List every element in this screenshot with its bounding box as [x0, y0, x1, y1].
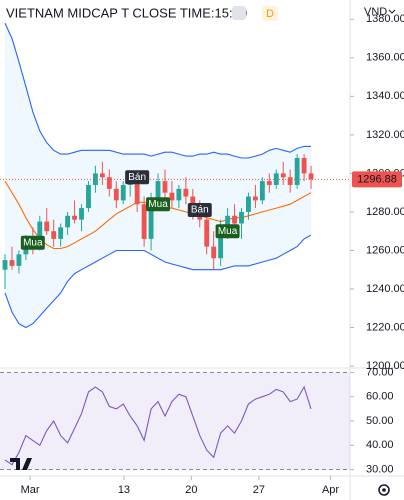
candle-body	[51, 231, 57, 239]
upper-band	[4, 22, 311, 159]
candle-body	[16, 254, 22, 266]
candle-body	[79, 208, 84, 220]
signal-label: Mua	[218, 226, 238, 237]
y-tick-label: 1380.00	[366, 13, 404, 25]
x-tick-label: 13	[118, 484, 130, 496]
candle-body	[183, 188, 189, 197]
x-tick-label: Apr	[322, 484, 339, 496]
candle-body	[204, 219, 210, 247]
candle-body	[232, 215, 237, 224]
candle-body	[86, 184, 91, 209]
y-tick-label: 1340.00	[366, 90, 404, 102]
signal-label: Mua	[23, 237, 43, 248]
signal-box	[125, 170, 150, 185]
interval-badge[interactable]	[262, 6, 278, 21]
candle-body	[148, 200, 154, 239]
candle-body	[44, 221, 50, 232]
candle-body	[252, 196, 258, 201]
plot: 1200.001220.001240.001260.001280.001300.…	[0, 13, 404, 496]
candle-body	[155, 181, 161, 201]
candle-body	[2, 260, 8, 270]
candle-body	[92, 173, 98, 185]
tv-logo	[10, 458, 32, 470]
lower-band	[4, 234, 312, 329]
candle-body	[218, 227, 224, 259]
signal-label: Bán	[128, 172, 146, 183]
rsi-background	[0, 372, 350, 470]
signal-label: Bán	[191, 205, 209, 216]
rsi-line	[4, 385, 312, 466]
candle-body	[225, 215, 231, 228]
last-price-box	[352, 171, 402, 188]
candle-body	[37, 221, 43, 247]
candle-body	[239, 211, 244, 224]
candle-body	[280, 173, 286, 178]
signal-box	[146, 197, 171, 212]
candle-body	[259, 181, 265, 201]
interval: D	[266, 8, 274, 20]
candle-body	[287, 177, 293, 185]
rsi-y-tick-label: 60.00	[366, 391, 394, 403]
candle-body	[9, 260, 15, 266]
signal-label: Mua	[148, 199, 168, 210]
y-tick-label: 1220.00	[366, 321, 404, 333]
last-price-label: 1296.88	[357, 173, 397, 185]
candle-body	[99, 173, 105, 178]
candle-body	[141, 204, 147, 239]
rsi-y-tick-label: 40.00	[366, 439, 394, 451]
x-tick-label: Mar	[21, 484, 40, 496]
x-tick-label: 27	[253, 484, 265, 496]
chart-title: VIETNAM MIDCAP T CLOSE TIME:15:30	[6, 5, 247, 20]
candle-body	[106, 177, 112, 189]
y-tick-label: 1360.00	[366, 52, 404, 64]
candle-body	[65, 215, 71, 228]
rsi-y-tick-label: 70.00	[366, 366, 394, 378]
candle-body	[120, 184, 126, 201]
candle-body	[246, 196, 251, 212]
rsi-y-tick-label: 30.00	[366, 463, 394, 475]
y-tick-label: 1200.00	[366, 360, 404, 372]
candle-body	[176, 188, 182, 201]
y-tick-label: 1240.00	[366, 283, 404, 295]
candle-body	[266, 181, 272, 185]
candle-body	[113, 188, 119, 201]
candle-body	[301, 157, 307, 174]
settings-gear[interactable]	[378, 484, 390, 496]
signal-box	[20, 235, 45, 250]
candle-body	[211, 246, 217, 259]
candle-body	[169, 192, 175, 201]
y-tick-label: 1320.00	[366, 129, 404, 141]
eye-toggle[interactable]	[232, 6, 246, 20]
candle-body	[162, 181, 168, 193]
candle-body	[58, 227, 64, 239]
y-tick-label: 1280.00	[366, 206, 404, 218]
y-tick-label: 1260.00	[366, 244, 404, 256]
currency-dropdown[interactable]	[388, 9, 396, 14]
candle-body	[72, 215, 77, 220]
candle-body	[308, 173, 314, 180]
currency[interactable]: VND	[364, 6, 387, 18]
rsi-y-tick-label: 50.00	[366, 415, 394, 427]
signal-box	[187, 203, 212, 218]
signal-box	[215, 224, 240, 239]
candle-body	[134, 181, 140, 205]
x-tick-label: 20	[185, 484, 197, 496]
candle-body	[294, 157, 300, 185]
